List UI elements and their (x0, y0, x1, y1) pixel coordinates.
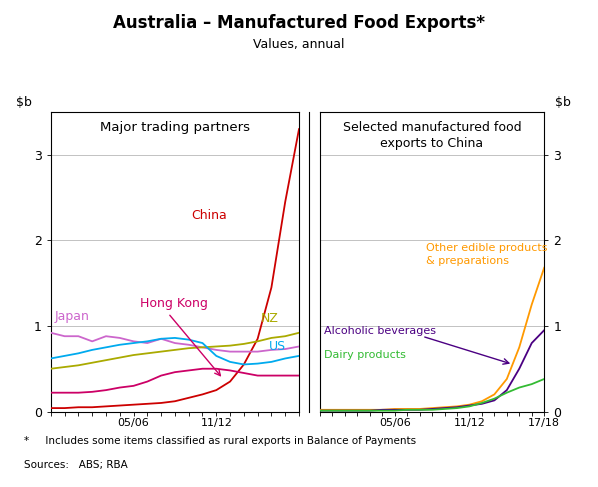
Text: Selected manufactured food
exports to China: Selected manufactured food exports to Ch… (343, 121, 521, 150)
Text: Alcoholic beverages: Alcoholic beverages (324, 326, 436, 337)
Text: Japan: Japan (55, 310, 90, 323)
Text: $b: $b (16, 96, 32, 109)
Text: Hong Kong: Hong Kong (141, 297, 208, 310)
Text: US: US (269, 340, 286, 353)
Text: China: China (191, 209, 227, 222)
Text: *     Includes some items classified as rural exports in Balance of Payments: * Includes some items classified as rura… (24, 436, 416, 446)
Text: Sources:   ABS; RBA: Sources: ABS; RBA (24, 460, 127, 470)
Text: Other edible products
& preparations: Other edible products & preparations (426, 243, 547, 266)
Text: Values, annual: Values, annual (253, 38, 345, 51)
Text: Major trading partners: Major trading partners (100, 121, 250, 134)
Text: $b: $b (555, 96, 571, 109)
Text: Dairy products: Dairy products (324, 351, 405, 360)
Text: Australia – Manufactured Food Exports*: Australia – Manufactured Food Exports* (113, 14, 485, 32)
Text: NZ: NZ (260, 312, 278, 325)
